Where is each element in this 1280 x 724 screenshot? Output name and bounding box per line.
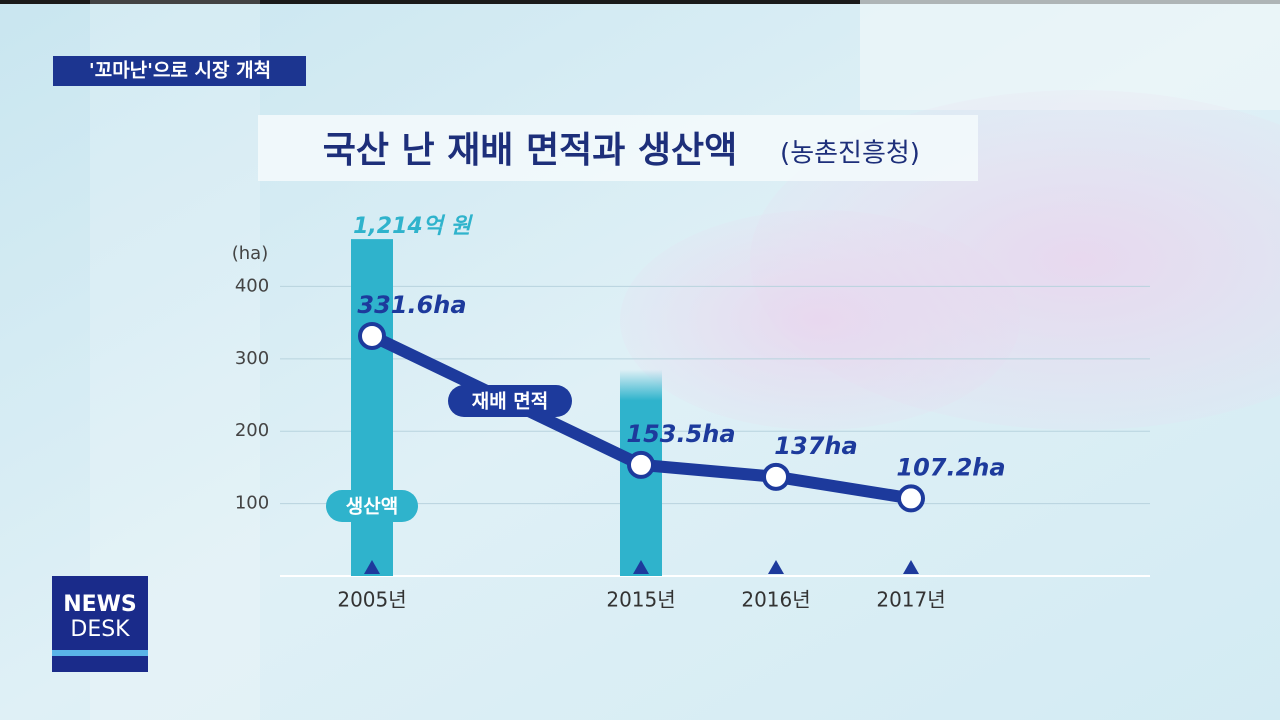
line-marker xyxy=(897,484,925,513)
y-tick-label: 200 xyxy=(235,420,269,441)
line-marker xyxy=(627,450,655,479)
tag-box xyxy=(53,56,306,86)
title-banner xyxy=(258,115,978,181)
logo-bottom: DESK xyxy=(70,617,130,642)
x-tick-label: 2005년 xyxy=(337,588,406,612)
y-tick-label: 100 xyxy=(235,493,269,514)
x-tick-label: 2016년 xyxy=(741,588,810,612)
bar xyxy=(351,239,393,577)
flowers-image xyxy=(620,210,1020,430)
series-pill xyxy=(326,490,418,522)
logo-stripe xyxy=(52,650,148,656)
line-value-label: 331.6ha xyxy=(357,291,466,319)
x-tick-marker xyxy=(364,560,380,574)
x-tick-marker xyxy=(633,560,649,574)
x-tick-marker xyxy=(903,560,919,574)
bar-value-label: 1,214억 원 xyxy=(353,214,473,239)
series-pill xyxy=(448,385,572,417)
y-tick-label: 400 xyxy=(235,275,269,296)
x-tick-label: 2017년 xyxy=(876,588,945,612)
logo-top: NEWS xyxy=(63,592,137,617)
line-marker xyxy=(358,321,386,350)
top-edge xyxy=(0,0,1280,4)
line-value-label: 107.2ha xyxy=(896,453,1005,481)
y-tick-label: 300 xyxy=(235,348,269,369)
line-marker xyxy=(762,462,790,491)
series-name: 재배 면적 xyxy=(472,391,549,413)
x-tick-marker xyxy=(768,560,784,574)
y-axis-label: (ha) xyxy=(232,243,268,264)
line-value-label: 137ha xyxy=(774,432,857,460)
chart-title: 국산 난 재배 면적과 생산액 xyxy=(323,130,737,171)
chart-subtitle: (농촌진흥청) xyxy=(780,139,920,169)
series-name: 생산액 xyxy=(346,496,398,518)
line-value-label: 153.5ha xyxy=(626,420,735,448)
tag: '꼬마난'으로 시장 개척 xyxy=(89,60,271,82)
x-tick-label: 2015년 xyxy=(606,588,675,612)
